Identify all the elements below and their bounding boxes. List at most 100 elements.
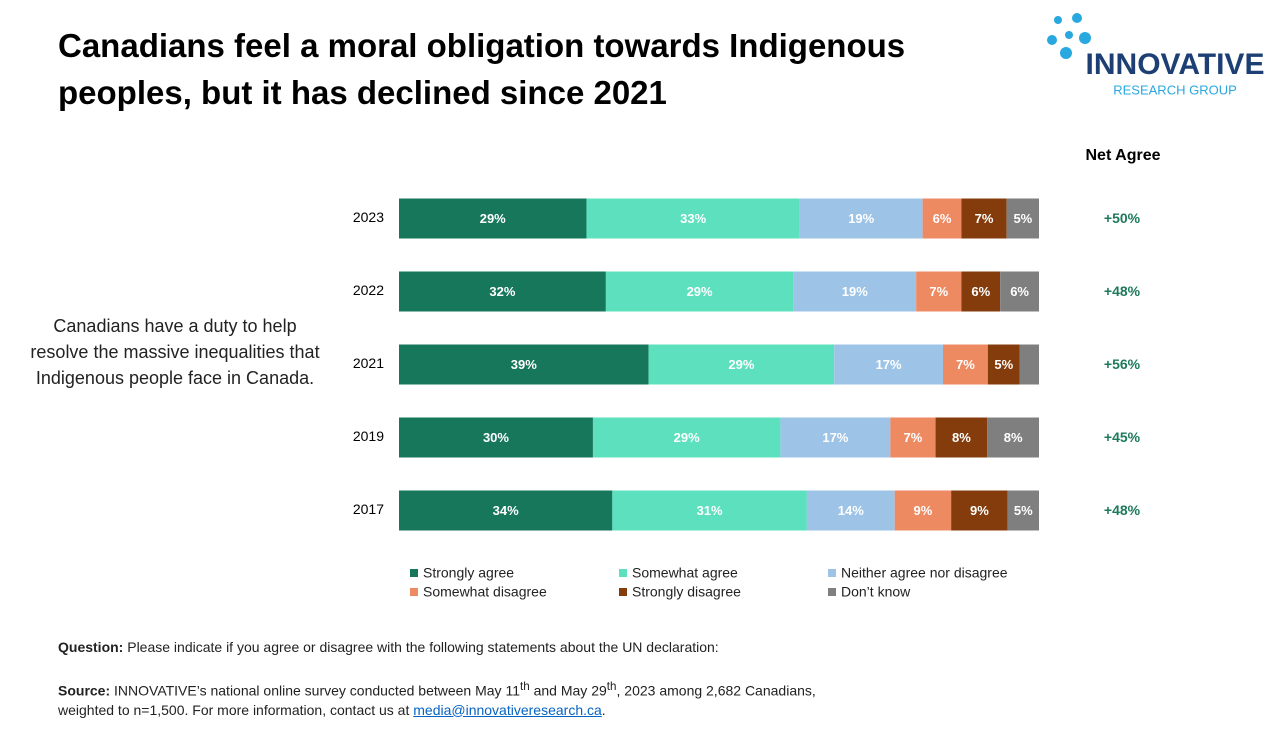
y-tick-label: 2021	[353, 355, 384, 371]
bar-segment	[799, 198, 923, 239]
bar-segment	[648, 344, 835, 385]
y-tick-label: 2017	[353, 501, 384, 517]
bar-segment	[399, 271, 606, 312]
bar-segment	[890, 417, 936, 458]
bar-segment	[987, 417, 1039, 458]
logo-dot	[1065, 31, 1073, 39]
data-label: 8%	[1004, 430, 1023, 445]
legend-swatch	[619, 569, 627, 577]
bar-segment	[1000, 271, 1039, 312]
data-label: 9%	[970, 503, 989, 518]
footer: Question: Please indicate if you agree o…	[58, 638, 858, 740]
logo: INNOVATIVE RESEARCH GROUP	[1047, 13, 1264, 97]
statement: Canadians have a duty to help resolve th…	[30, 316, 320, 388]
logo-dot	[1060, 47, 1072, 59]
data-label: 31%	[697, 503, 723, 518]
bar-segment	[399, 490, 613, 531]
data-label: 29%	[674, 430, 700, 445]
net-agree-value: +56%	[1104, 356, 1141, 372]
bar-segment	[916, 271, 962, 312]
bar-segment	[806, 490, 895, 531]
superscript: th	[519, 680, 530, 693]
bar-segment	[399, 344, 649, 385]
legend-swatch	[828, 588, 836, 596]
data-label: 30%	[483, 430, 509, 445]
data-label: 7%	[904, 430, 923, 445]
question-text: Please indicate if you agree or disagree…	[127, 639, 719, 655]
bar-segment	[987, 344, 1020, 385]
data-label: 19%	[848, 211, 874, 226]
logo-dot	[1054, 16, 1062, 24]
legend-label: Neither agree nor disagree	[841, 565, 1008, 581]
data-label: 5%	[994, 357, 1013, 372]
superscript: th	[606, 680, 617, 693]
bar-segment	[935, 417, 988, 458]
source-text: , 2023 among 2,682 Canadians, weighted t…	[58, 682, 816, 718]
data-label: 17%	[822, 430, 848, 445]
legend-label: Strongly disagree	[632, 584, 741, 600]
title: Canadians feel a moral obligation toward…	[58, 27, 906, 111]
data-label: 8%	[952, 430, 971, 445]
data-label: 29%	[728, 357, 754, 372]
source: Source: INNOVATIVE’s national online sur…	[58, 677, 858, 720]
data-label: 6%	[933, 211, 952, 226]
y-tick-label: 2022	[353, 282, 384, 298]
bar-segment	[1006, 198, 1039, 239]
data-label: 7%	[929, 284, 948, 299]
data-label: 29%	[687, 284, 713, 299]
data-label: 7%	[975, 211, 994, 226]
source-text: INNOVATIVE’s national online survey cond…	[114, 682, 520, 699]
bar-segment	[894, 490, 952, 531]
legend-label: Strongly agree	[423, 565, 514, 581]
data-label: 5%	[1013, 211, 1032, 226]
legend-swatch	[410, 569, 418, 577]
question: Question: Please indicate if you agree o…	[58, 638, 858, 657]
bar-segment	[961, 198, 1007, 239]
bar-segment	[793, 271, 917, 312]
bar-segment	[605, 271, 794, 312]
net-agree-value: +50%	[1104, 210, 1141, 226]
net-agree-value: +45%	[1104, 429, 1141, 445]
logo-name: INNOVATIVE	[1086, 48, 1265, 81]
data-label: 17%	[876, 357, 902, 372]
net-agree-title: Net Agree	[1086, 147, 1161, 164]
bar-segment	[592, 417, 781, 458]
net-agree-value: +48%	[1104, 283, 1141, 299]
slide: Canadians feel a moral obligation toward…	[30, 13, 1265, 718]
question-label: Question:	[58, 639, 124, 655]
chart: INNOVATIVE RESEARCH GROUP 2023 29% 33% 19% 6…	[353, 13, 1264, 600]
data-label: 5%	[1014, 503, 1033, 518]
page: {"title": "Canadians feel a moral obliga…	[30, 13, 1265, 718]
data-label: 39%	[511, 357, 537, 372]
logo-dot	[1079, 32, 1091, 44]
bar-segment	[951, 490, 1008, 531]
legend-label: Don’t know	[841, 584, 911, 600]
bar-segment	[1007, 490, 1039, 531]
source-text: and May 29	[529, 682, 607, 699]
data-label: 6%	[971, 284, 990, 299]
bar-segment	[612, 490, 807, 531]
data-label: 19%	[842, 284, 868, 299]
data-label: 32%	[489, 284, 515, 299]
legend-swatch	[410, 588, 418, 596]
bar-segment	[586, 198, 800, 239]
bar-segment	[961, 271, 1001, 312]
bar-segment	[922, 198, 962, 239]
bar-segment	[399, 198, 587, 239]
data-label: 33%	[680, 211, 706, 226]
data-label: 9%	[914, 503, 933, 518]
data-label: 34%	[493, 503, 519, 518]
bar-segment	[1019, 344, 1039, 385]
y-tick-label: 2023	[353, 209, 384, 225]
legend-label: Somewhat disagree	[423, 584, 547, 600]
legend-swatch	[828, 569, 836, 577]
net-agree-value: +48%	[1104, 502, 1141, 518]
data-label: 14%	[838, 503, 864, 518]
email-link[interactable]: media@innovativeresearch.ca	[413, 701, 602, 718]
y-tick-label: 2019	[353, 428, 384, 444]
data-label: 7%	[956, 357, 975, 372]
data-label: 6%	[1010, 284, 1029, 299]
logo-dot	[1072, 13, 1082, 23]
logo-subtitle: RESEARCH GROUP	[1113, 82, 1237, 97]
legend-swatch	[619, 588, 627, 596]
